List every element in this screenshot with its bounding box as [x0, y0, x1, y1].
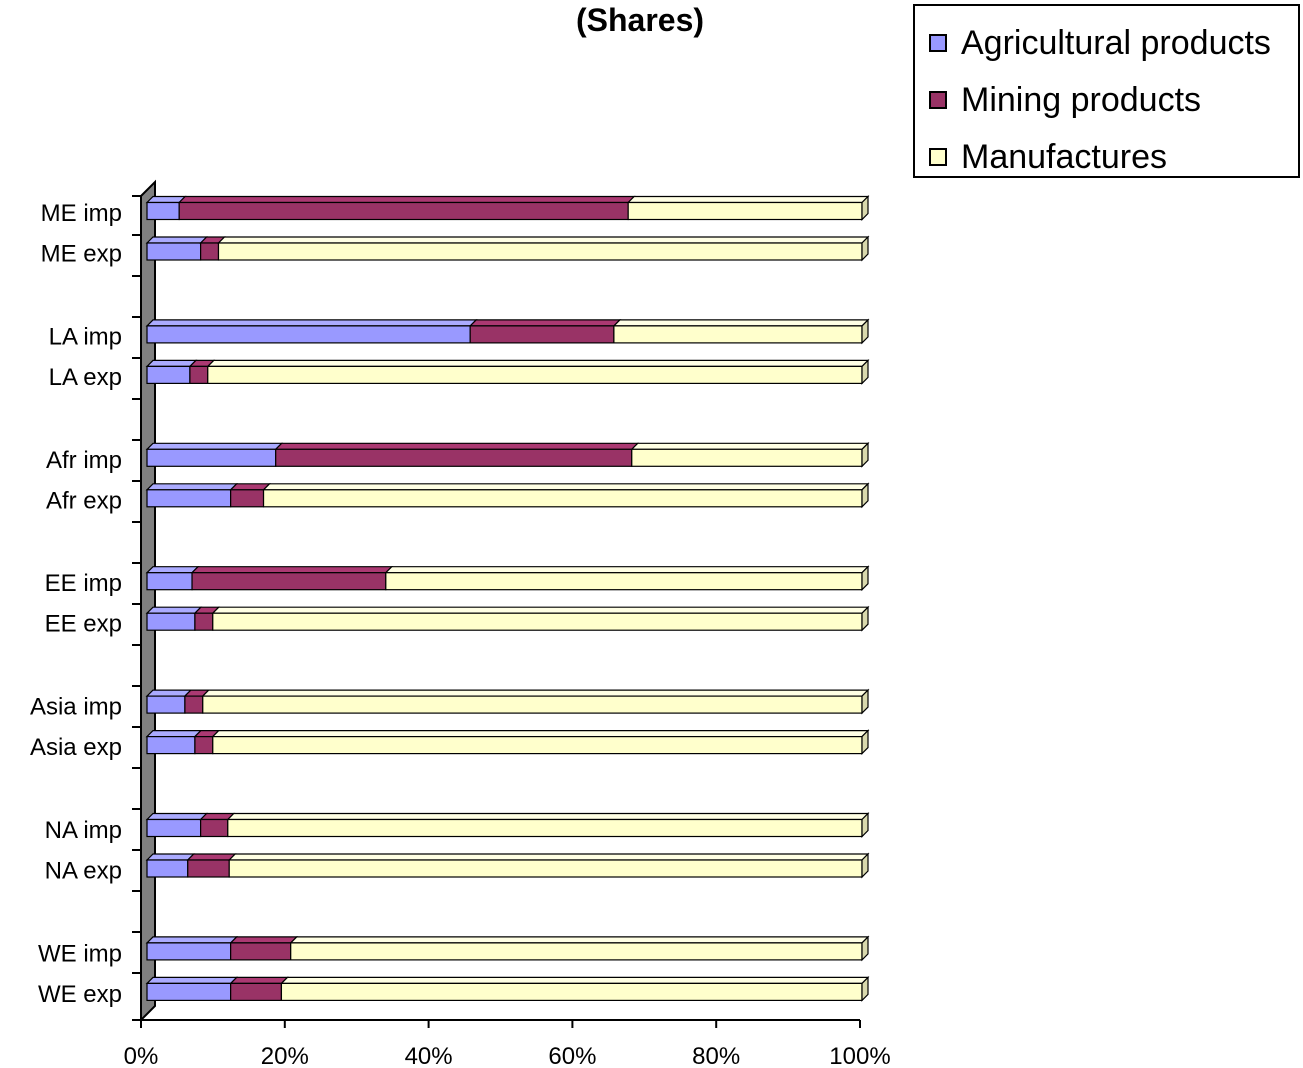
bar-na-exp-mining-products [186, 853, 237, 878]
legend: Agricultural products Mining products Ma… [913, 4, 1300, 178]
legend-swatch-mining [929, 91, 947, 109]
bar-me-imp-agricultural-products [145, 195, 187, 221]
bar-asia-imp-agricultural-products [145, 689, 193, 714]
bar-la-exp-agricultural-products [145, 359, 198, 384]
bar-end-we-imp [861, 935, 869, 962]
category-label-me-imp: ME imp [41, 200, 122, 227]
bar-ee-exp-mining-products [193, 606, 221, 631]
bar-end-afr-imp [861, 441, 869, 468]
category-label-na-exp: NA exp [45, 858, 122, 885]
legend-label-mining: Mining products [961, 80, 1202, 119]
axis-wall [140, 179, 156, 1023]
legend-item-mining: Mining products [929, 80, 1201, 120]
bar-ee-exp-manufactures [211, 606, 870, 631]
category-label-asia-imp: Asia imp [30, 694, 122, 721]
category-label-we-imp: WE imp [38, 940, 122, 967]
category-label-afr-exp: Afr exp [46, 487, 122, 514]
bar-end-la-exp [861, 358, 869, 385]
x-tick-label-0: 0% [124, 1043, 159, 1068]
bar-afr-imp-manufactures [630, 442, 870, 467]
bar-ee-imp-agricultural-products [145, 566, 200, 591]
bar-end-la-imp [861, 318, 869, 345]
legend-swatch-manufactures [929, 148, 947, 166]
legend-item-agricultural: Agricultural products [929, 23, 1271, 63]
bar-la-imp-agricultural-products [145, 319, 478, 344]
bar-we-exp-agricultural-products [145, 976, 239, 1002]
bar-asia-exp-agricultural-products [145, 729, 203, 755]
bar-end-ee-exp [861, 605, 869, 632]
bar-na-imp-manufactures [226, 812, 870, 838]
bar-end-we-exp [861, 975, 869, 1002]
legend-label-manufactures: Manufactures [961, 137, 1167, 176]
bar-end-asia-exp [861, 729, 869, 756]
x-tick-label-5: 100% [829, 1043, 890, 1068]
bar-afr-exp-agricultural-products [145, 483, 239, 508]
bar-end-na-exp [861, 852, 869, 879]
bar-end-me-exp [861, 235, 869, 262]
bar-end-me-imp [861, 195, 869, 221]
bar-me-exp-manufactures [217, 236, 870, 261]
bar-me-imp-manufactures [626, 195, 870, 221]
bars-group [145, 195, 870, 1002]
bar-la-imp-mining-products [468, 319, 622, 344]
x-tick-label-2: 40% [405, 1043, 453, 1068]
bar-na-exp-manufactures [227, 853, 870, 878]
bar-na-imp-mining-products [199, 812, 236, 838]
bar-me-exp-agricultural-products [145, 236, 209, 261]
bar-ee-imp-mining-products [190, 566, 394, 591]
y-axis-ticks [132, 195, 141, 1021]
bar-end-afr-exp [861, 482, 869, 509]
bar-ee-exp-agricultural-products [145, 606, 203, 631]
bar-we-exp-mining-products [229, 976, 289, 1002]
x-tick-label-3: 60% [548, 1043, 596, 1068]
chart-title: (Shares) [575, 2, 705, 38]
bar-la-exp-manufactures [206, 359, 870, 384]
bar-asia-imp-manufactures [201, 689, 870, 714]
x-axis-ticks [140, 1020, 861, 1028]
category-label-asia-exp: Asia exp [30, 734, 122, 761]
bar-we-imp-agricultural-products [145, 936, 239, 961]
category-label-ee-imp: EE imp [45, 570, 122, 597]
x-tick-labels: 0% 20% 40% 60% 80% 100% [124, 1043, 891, 1068]
bar-we-imp-mining-products [229, 936, 299, 961]
bar-me-imp-mining-products [177, 195, 636, 221]
bar-ee-imp-manufactures [384, 566, 870, 591]
legend-item-manufactures: Manufactures [929, 137, 1167, 177]
category-label-la-exp: LA exp [49, 364, 122, 391]
bar-na-imp-agricultural-products [145, 812, 209, 838]
bar-na-exp-agricultural-products [145, 853, 196, 878]
category-label-la-imp: LA imp [49, 323, 122, 350]
legend-swatch-agricultural [929, 34, 947, 52]
bar-la-imp-manufactures [612, 319, 870, 344]
bar-afr-imp-agricultural-products [145, 442, 284, 467]
bar-afr-exp-manufactures [262, 483, 870, 508]
bar-we-imp-manufactures [289, 936, 870, 961]
bar-end-ee-imp [861, 565, 869, 592]
category-label-we-exp: WE exp [38, 981, 122, 1008]
category-label-afr-imp: Afr imp [46, 447, 122, 474]
bar-end-asia-imp [861, 688, 869, 715]
legend-label-agricultural: Agricultural products [961, 23, 1271, 62]
bar-afr-imp-mining-products [274, 442, 640, 467]
category-label-ee-exp: EE exp [45, 611, 122, 638]
x-tick-label-1: 20% [261, 1043, 309, 1068]
x-tick-label-4: 80% [692, 1043, 740, 1068]
category-labels: ME imp ME exp LA imp LA exp Afr imp Afr exp EE… [30, 200, 122, 1008]
bar-we-exp-manufactures [279, 976, 870, 1002]
bar-la-exp-mining-products [188, 359, 216, 384]
category-label-me-exp: ME exp [41, 241, 122, 268]
category-label-na-imp: NA imp [45, 817, 122, 844]
bar-afr-exp-mining-products [229, 483, 271, 508]
bar-asia-exp-manufactures [211, 729, 870, 755]
bar-end-na-imp [861, 812, 869, 838]
